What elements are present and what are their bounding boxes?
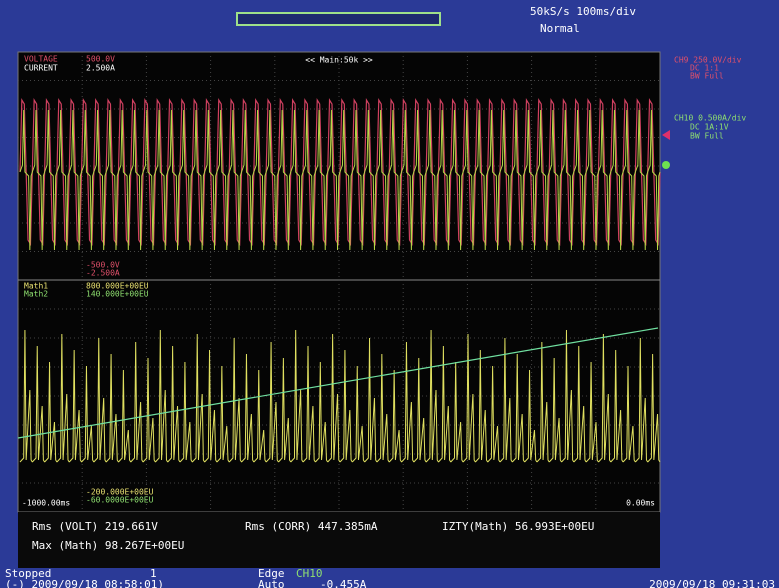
- trigger-level: -0.455A: [320, 578, 367, 588]
- acquisition-mode: Normal: [540, 22, 580, 35]
- lower-label: Math2: [24, 290, 48, 299]
- upper-label: -2.500A: [86, 269, 120, 278]
- oscilloscope-screen: 50kS/s 100ms/div Normal << Main:50k >> V…: [0, 0, 779, 588]
- time-start: -1000.00ms: [22, 499, 70, 508]
- measurement: Rms (CORR) 447.385mA: [245, 520, 378, 533]
- ch9-info: BW Full: [690, 72, 724, 81]
- trigger-source: CH10: [296, 567, 323, 580]
- ch10-info: CH10 0.500A/div: [674, 114, 746, 123]
- sample-rate: 50kS/s 100ms/div: [530, 5, 636, 18]
- lower-label: 140.000E+00EU: [86, 290, 149, 299]
- upper-label: CURRENT: [24, 64, 58, 73]
- zoom-label: << Main:50k >>: [305, 56, 373, 65]
- ch10-marker: [662, 161, 670, 169]
- trigger-mode: Auto: [258, 578, 285, 588]
- upper-label: VOLTAGE: [24, 55, 58, 64]
- lower-label: -60.0000E+00EU: [86, 496, 154, 505]
- measurement: Rms (VOLT) 219.661V: [32, 520, 158, 533]
- start-time: (-) 2009/09/18 08:58:01): [5, 578, 164, 588]
- position-slider: [237, 13, 440, 25]
- ch10-info: BW Full: [690, 132, 724, 141]
- ch10-info: DC 1A:1V: [690, 123, 729, 132]
- measurement: Max (Math) 98.267E+00EU: [32, 539, 184, 552]
- measurement: IZTY(Math) 56.993E+00EU: [442, 520, 594, 533]
- upper-label: 500.0V: [86, 55, 115, 64]
- end-time: 2009/09/18 09:31:03: [649, 578, 775, 588]
- upper-label: 2.500A: [86, 64, 115, 73]
- time-end: 0.00ms: [626, 499, 655, 508]
